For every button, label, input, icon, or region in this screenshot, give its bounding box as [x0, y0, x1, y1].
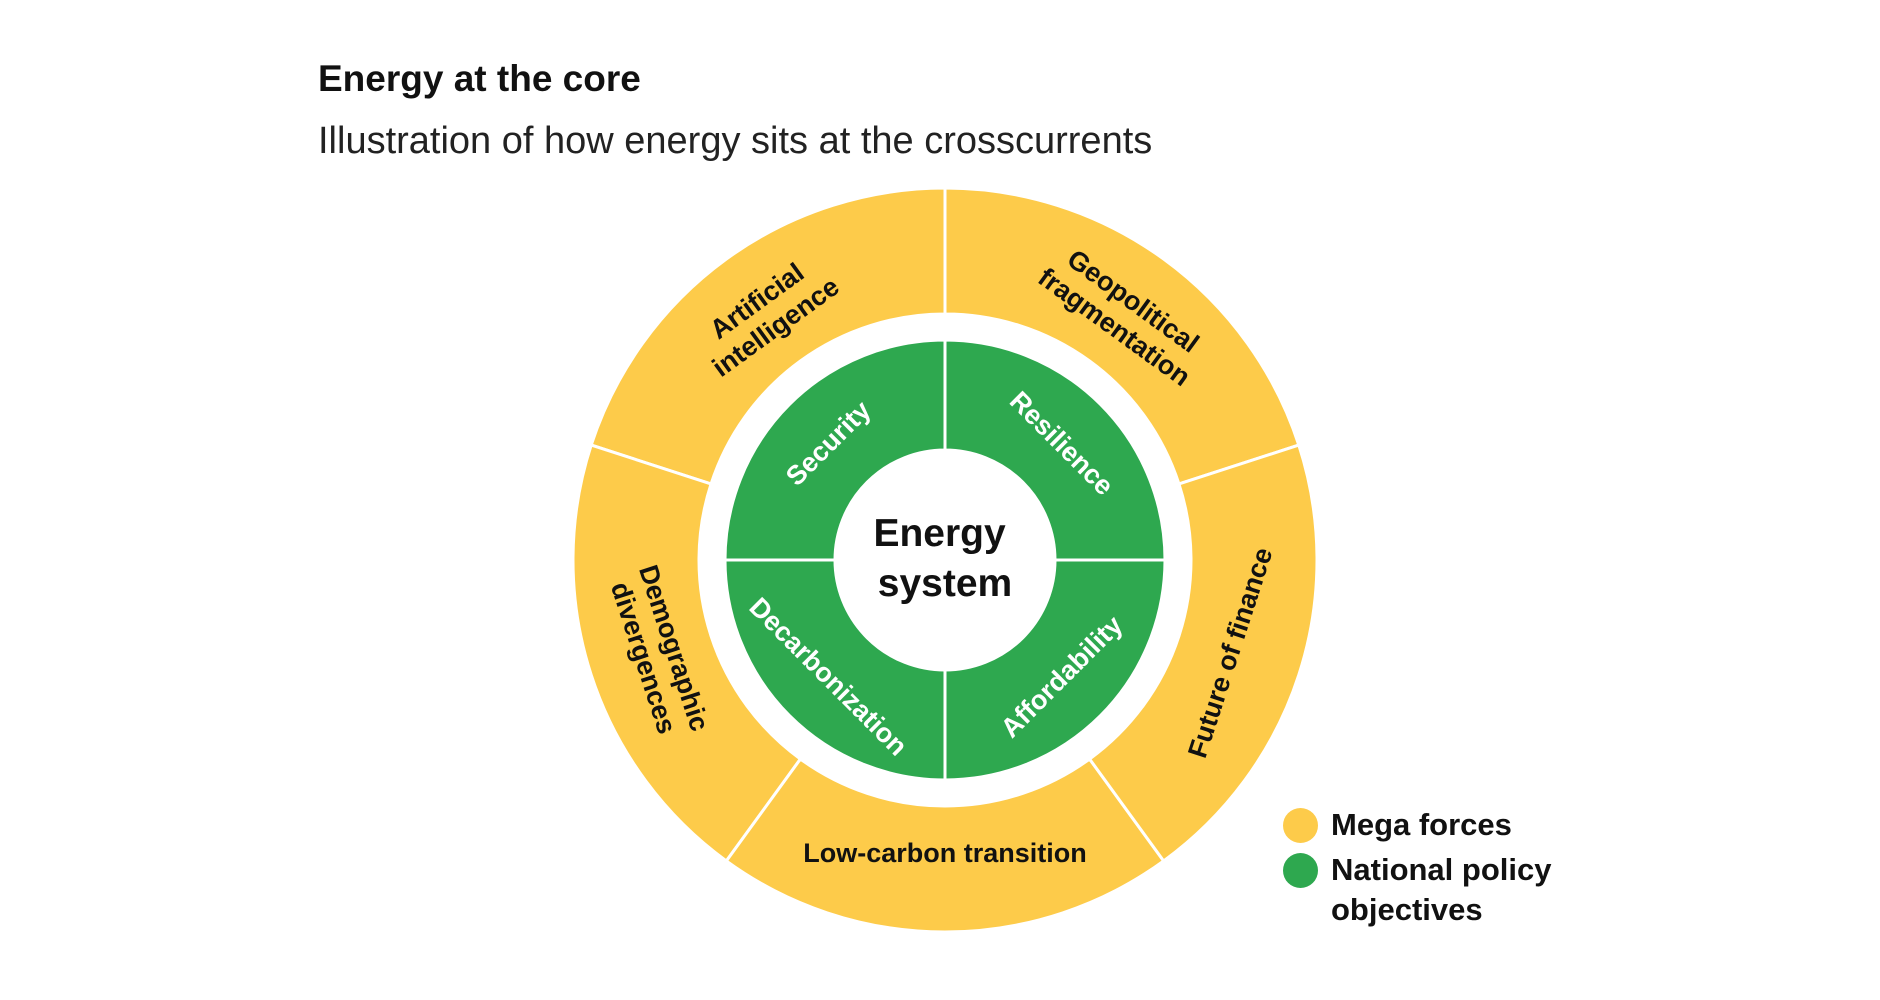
mega-force-segment — [724, 756, 1166, 934]
legend-swatch-yellow — [1283, 808, 1318, 843]
legend-item-mega-forces: Mega forces — [1283, 807, 1591, 845]
legend: Mega forces National policy objectives — [1283, 807, 1591, 938]
legend-swatch-green — [1283, 853, 1318, 888]
legend-label: Mega forces — [1331, 807, 1512, 842]
mega-force-segment — [589, 186, 947, 486]
legend-item-policy: National policy objectives — [1283, 852, 1591, 930]
center-label: Energy system — [873, 512, 1016, 605]
legend-label: National policy objectives — [1331, 852, 1552, 927]
chart-title: Energy at the core — [318, 58, 641, 99]
mega-force-segment — [571, 443, 803, 864]
mega-force-segment — [1087, 443, 1319, 864]
center-circle — [835, 450, 1055, 670]
mega-force-label-low-carbon: Low-carbon transition — [803, 838, 1087, 868]
chart-subtitle: Illustration of how energy sits at the c… — [318, 120, 1153, 162]
mega-force-segment — [943, 186, 1301, 486]
